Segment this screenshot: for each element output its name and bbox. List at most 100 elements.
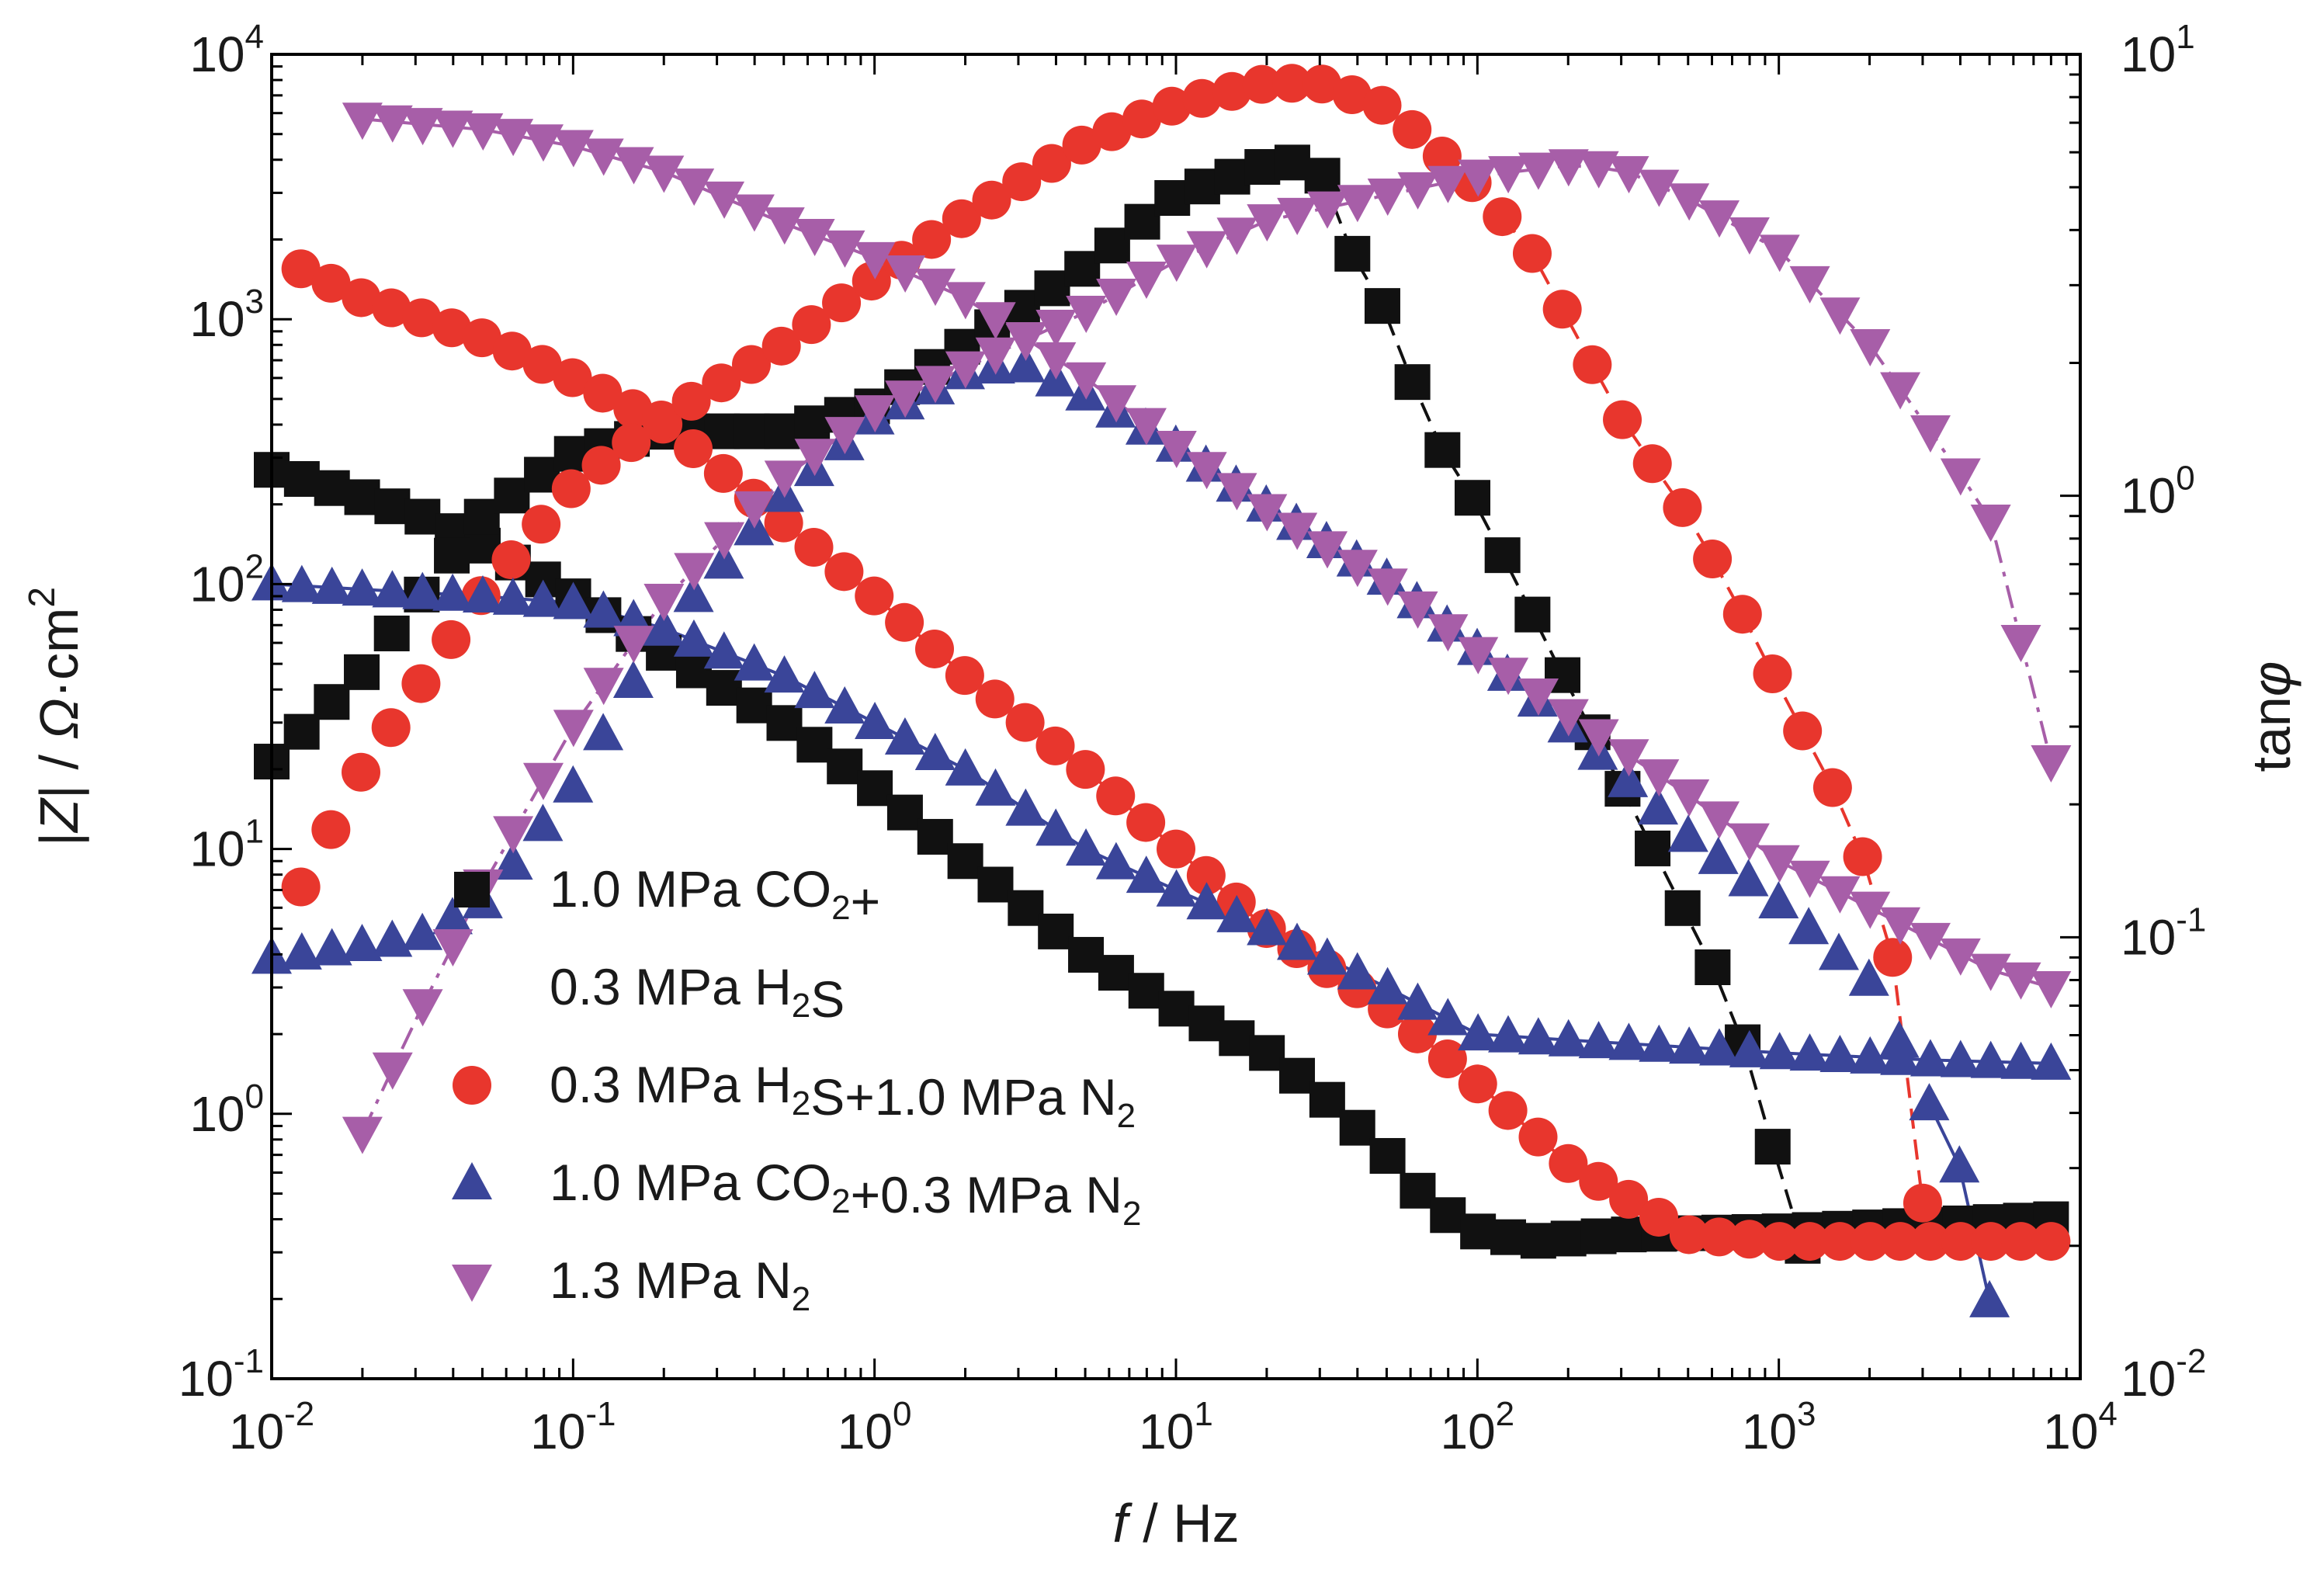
modulus-point [1548, 1019, 1589, 1057]
legend-label: 1.0 MPa CO2+ [550, 860, 880, 930]
phase-point [1518, 152, 1559, 190]
phase-point [581, 446, 621, 485]
modulus-point [2031, 1042, 2072, 1080]
phase-point [1722, 595, 1762, 634]
phase-point [1488, 156, 1529, 194]
phase-point [491, 540, 531, 580]
phase-point [972, 180, 1011, 220]
phase-point [824, 417, 865, 455]
phase-point [1182, 78, 1222, 118]
modulus-point [1490, 1219, 1527, 1255]
modulus-point [947, 843, 983, 880]
phase-point [613, 626, 654, 664]
x-tick-label: 100 [838, 1395, 912, 1459]
series-n2 [342, 102, 2072, 1154]
modulus-point [553, 130, 594, 168]
legend-label: 1.0 MPa CO2+0.3 MPa N2 [550, 1154, 1141, 1233]
modulus-point [1819, 1034, 1861, 1072]
phase-point [1422, 137, 1462, 176]
phase-point [1274, 144, 1310, 181]
modulus-point [2001, 1222, 2041, 1261]
modulus-point [1851, 1222, 1890, 1261]
phase-point [1332, 75, 1372, 114]
modulus-point [1910, 1222, 1950, 1261]
modulus-point [764, 503, 803, 543]
phase-point [1758, 881, 1799, 919]
y-right-axis-title: tanφ [2241, 661, 2301, 772]
legend-entry-square: 1.0 MPa CO2+ 0.3 MPa H2S [454, 860, 880, 1028]
phase-point [1880, 372, 1921, 410]
phase-point [704, 522, 745, 560]
modulus-point [1639, 759, 1680, 797]
legend-entry-circle: 0.3 MPa H2S+1.0 MPa N2 [453, 1056, 1136, 1135]
phase-point [1783, 711, 1823, 751]
modulus-point [673, 619, 714, 657]
modulus-point [1337, 952, 1378, 990]
phase-point [432, 897, 473, 935]
legend-marker-triangle-up [452, 1162, 492, 1199]
phase-point [2031, 745, 2072, 783]
series-co2-n2 [251, 345, 2072, 1317]
phase-point [792, 305, 831, 345]
modulus-point [885, 255, 926, 293]
modulus-point [1789, 1033, 1830, 1071]
legend: 1.0 MPa CO2+ 0.3 MPa H2S 0.3 MPa H2S+1.0 M… [452, 860, 1141, 1318]
phase-point [764, 413, 800, 449]
y-right-tick-label: 10-1 [2121, 901, 2206, 965]
modulus-point [342, 568, 383, 606]
modulus-point [1669, 779, 1710, 817]
modulus-point [492, 577, 533, 615]
phase-point [1337, 185, 1378, 223]
legend-marker-triangle-down [452, 1265, 492, 1302]
modulus-point [1188, 1005, 1225, 1042]
phase-point [1608, 759, 1649, 797]
phase-point [1969, 1279, 2010, 1317]
phase-point [281, 867, 321, 907]
phase-point [1819, 297, 1861, 335]
modulus-point [703, 453, 743, 493]
modulus-point [281, 249, 321, 289]
modulus-point [1850, 1036, 1891, 1074]
phase-point [1578, 151, 1619, 189]
modulus-point [824, 230, 865, 268]
modulus-point [977, 866, 1014, 903]
modulus-point [522, 579, 564, 617]
y-left-tick-label: 103 [189, 283, 264, 347]
modulus-point [1488, 1015, 1529, 1053]
phase-point [1066, 296, 1107, 334]
modulus-point [1909, 922, 1951, 960]
phase-point [1970, 504, 2011, 542]
phase-point [761, 326, 801, 366]
modulus-point [734, 194, 775, 232]
phase-point [402, 989, 443, 1027]
modulus-point [1548, 699, 1589, 737]
modulus-point [855, 702, 896, 740]
modulus-point [734, 643, 775, 681]
legend-label: 0.3 MPa H2S [550, 958, 845, 1028]
modulus-point [1819, 876, 1861, 914]
modulus-point [945, 282, 986, 320]
phase-point [1843, 837, 1882, 876]
modulus-point [884, 717, 925, 755]
modulus-point [1940, 938, 1981, 976]
phase-point [915, 366, 956, 404]
phase-point [1212, 71, 1252, 111]
phase-point [1663, 488, 1702, 527]
phase-point [1664, 890, 1701, 926]
phase-point [912, 220, 952, 259]
modulus-point [704, 181, 745, 219]
phase-point [1484, 537, 1521, 574]
phase-point [1512, 234, 1552, 273]
phase-point [583, 668, 624, 706]
modulus-point [1400, 1172, 1436, 1209]
modulus-point [1488, 658, 1529, 696]
phase-point [1788, 907, 1830, 945]
phase-point [493, 816, 534, 854]
phase-point [1632, 444, 1672, 484]
phase-point [1032, 144, 1071, 183]
phase-point [1940, 458, 1981, 496]
phase-point [612, 423, 651, 463]
modulus-point [1277, 512, 1318, 550]
modulus-point [1970, 1040, 2011, 1078]
